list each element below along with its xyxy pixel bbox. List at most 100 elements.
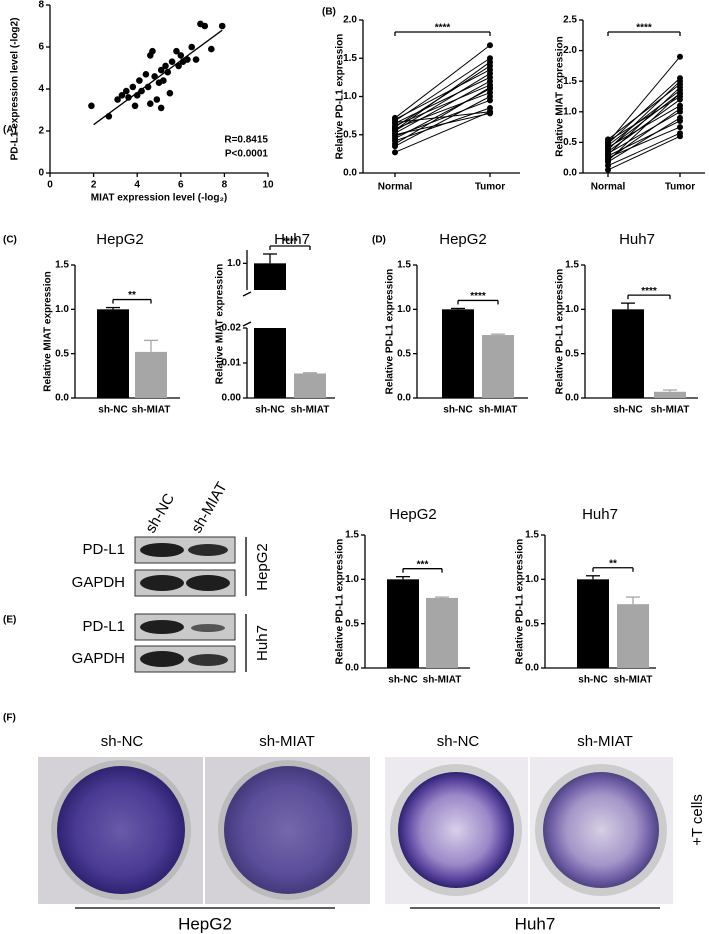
y-tick-label: 1.5 xyxy=(525,530,539,541)
scatter-point xyxy=(144,83,152,91)
y-tick-label: 0.0 xyxy=(397,393,411,404)
y-tick-label: 1.0 xyxy=(525,574,539,585)
pair-line xyxy=(607,96,681,142)
x-tick-label: 10 xyxy=(262,180,274,191)
scatter-point xyxy=(218,22,226,30)
pair-line xyxy=(607,111,681,154)
scatter-point xyxy=(164,68,172,76)
colony-group-label: Huh7 xyxy=(515,914,556,933)
scatter-point xyxy=(151,73,158,80)
scatter-point xyxy=(201,22,209,30)
y-tick-label: 1.0 xyxy=(343,91,357,102)
y-axis-label: Relative MIAT expression xyxy=(215,264,226,384)
scatter-point xyxy=(157,104,165,112)
scatter-point xyxy=(184,56,191,63)
pair-line xyxy=(394,96,491,147)
scatter-point xyxy=(136,77,143,84)
bar xyxy=(482,335,514,398)
y-tick-label: 0.0 xyxy=(565,393,579,404)
scatter-point xyxy=(123,87,130,95)
bar xyxy=(612,309,644,398)
pair-point xyxy=(392,127,398,134)
scatter-point xyxy=(125,94,132,101)
blot-row-label: PD-L1 xyxy=(82,618,125,635)
pair-point xyxy=(487,97,493,104)
y-tick-label: 4 xyxy=(38,84,44,95)
scatter-point xyxy=(166,89,174,97)
scatter-point xyxy=(118,92,126,99)
pair-point xyxy=(392,119,398,126)
y-tick-label: 0.5 xyxy=(563,137,577,148)
blot-row-label: GAPDH xyxy=(72,574,125,591)
scatter-point xyxy=(146,100,154,107)
x-tick-label: 0 xyxy=(47,180,53,191)
pair-line xyxy=(607,80,681,151)
pair-line xyxy=(607,135,681,171)
well xyxy=(224,766,352,894)
pair-line xyxy=(607,120,681,157)
pair-line xyxy=(394,61,491,131)
scatter-point xyxy=(88,102,95,110)
western-blot: sh-NC sh-MIAT PD-L1 GAPDH PD-L1 GAPDH He… xyxy=(72,479,271,673)
y-tick-label: 1.5 xyxy=(563,76,577,87)
panel-label: (B) xyxy=(322,7,336,18)
pair-point xyxy=(677,117,683,124)
bar xyxy=(654,391,686,398)
pair-line xyxy=(607,108,681,160)
scatter-point xyxy=(138,87,145,95)
blot-band xyxy=(140,620,184,634)
pair-line xyxy=(607,56,681,143)
significance-label: **** xyxy=(641,286,657,297)
y-tick-label: 1.0 xyxy=(563,106,577,117)
scatter-point xyxy=(192,56,200,63)
y-tick-label: 0.5 xyxy=(525,618,539,629)
well xyxy=(57,766,185,894)
y-tick-label: 0.0 xyxy=(343,168,357,179)
pair-point xyxy=(392,133,398,140)
y-tick-label: 1.0 xyxy=(227,258,241,269)
pair-line xyxy=(394,111,491,124)
pair-line xyxy=(394,76,491,124)
bar xyxy=(254,328,286,398)
y-tick-label: 0.5 xyxy=(343,129,357,140)
y-tick-label: 0.5 xyxy=(55,348,69,359)
blot-band xyxy=(188,654,228,666)
pair-line xyxy=(394,80,491,134)
pair-line xyxy=(607,89,681,146)
significance-label: **** xyxy=(470,291,486,302)
condition-label: +T cells xyxy=(689,794,706,846)
y-tick-label: 0.0 xyxy=(563,168,577,179)
bar xyxy=(426,597,458,668)
y-tick-label: 0.5 xyxy=(565,348,579,359)
pair-point xyxy=(487,59,493,66)
blot-column-label: sh-NC xyxy=(142,491,178,536)
scatter-point xyxy=(188,43,195,51)
pair-line xyxy=(607,93,681,149)
trend-line xyxy=(93,29,223,126)
y-tick-label: 2.5 xyxy=(563,15,577,26)
y-tick-label: 1.5 xyxy=(343,53,357,64)
chart-title: Huh7 xyxy=(582,506,618,523)
chart-title: HepG2 xyxy=(439,231,487,248)
chart-title: Huh7 xyxy=(274,231,310,248)
pair-point xyxy=(677,105,683,112)
x-tick-label: sh-MIAT xyxy=(423,675,462,686)
bar xyxy=(97,309,129,398)
blot-group-label: Huh7 xyxy=(254,625,271,661)
pair-point xyxy=(392,149,398,156)
pair-point xyxy=(605,156,611,163)
x-tick-label: sh-MIAT xyxy=(291,405,330,416)
x-tick-label: sh-MIAT xyxy=(614,675,653,686)
pair-point xyxy=(392,140,398,147)
pair-line xyxy=(394,73,491,132)
pair-line xyxy=(394,99,491,137)
scatter-point xyxy=(162,62,169,70)
y-tick-label: 0.0 xyxy=(345,663,359,674)
y-axis-label: Relative PD-L1 expression xyxy=(335,34,346,160)
pair-line xyxy=(394,86,491,145)
x-tick-label: sh-NC xyxy=(443,405,472,416)
significance-label: **** xyxy=(636,23,652,34)
significance-label: ** xyxy=(609,558,617,569)
pair-point xyxy=(487,74,493,81)
bar xyxy=(577,579,609,668)
